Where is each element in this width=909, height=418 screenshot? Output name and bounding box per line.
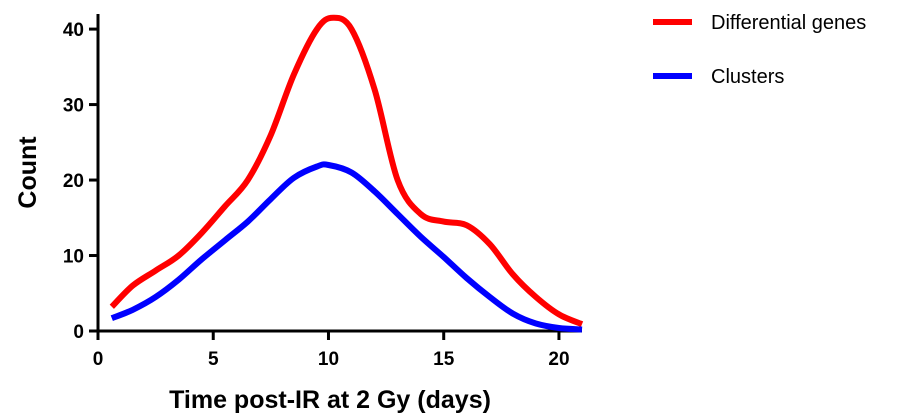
x-tick-label: 15 [433,349,455,370]
x-tick-label: 20 [548,349,569,370]
x-tick-label: 10 [318,349,339,370]
y-axis-title: Count [14,136,42,209]
y-tick-label: 30 [63,96,84,117]
legend-label: Differential genes [711,12,866,34]
x-axis-ticks: 0 5 10 15 20 [93,331,570,370]
series-line-differential-genes [109,14,584,327]
y-tick-label: 10 [63,247,84,268]
y-axis-ticks: 0 10 20 30 40 [63,20,98,343]
legend-label: Clusters [711,66,784,88]
series-line-clusters [110,161,583,333]
x-axis-title: Time post-IR at 2 Gy (days) [169,386,491,414]
legend: Differential genes Clusters [653,12,866,88]
y-tick-label: 40 [63,20,84,41]
series-layer [109,14,584,333]
x-tick-label: 5 [208,349,219,370]
x-tick-label: 0 [93,349,104,370]
y-tick-label: 0 [73,322,84,343]
y-tick-label: 20 [63,171,84,192]
axes: 0 5 10 15 20 0 10 20 30 40 [63,14,582,370]
